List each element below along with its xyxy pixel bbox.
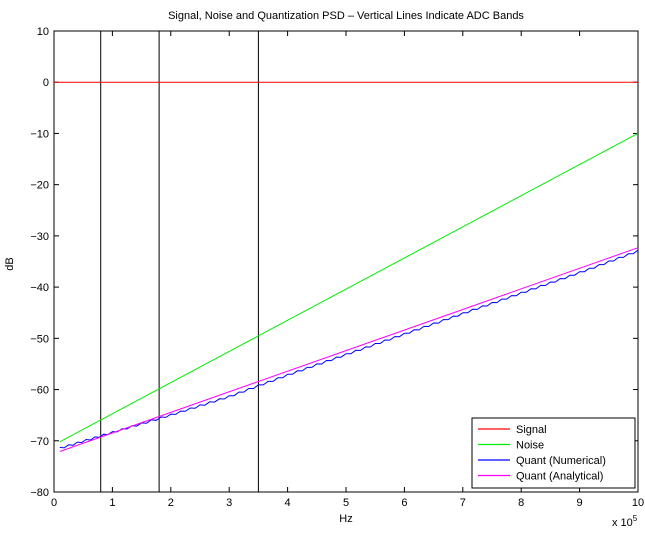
x-multiplier: x 105 bbox=[612, 514, 638, 529]
y-tick-label: 0 bbox=[43, 77, 49, 89]
series-line bbox=[59, 132, 638, 443]
x-tick-label: 0 bbox=[51, 497, 57, 509]
x-axis-label: Hz bbox=[339, 513, 352, 525]
y-tick-label: −60 bbox=[30, 385, 49, 397]
chart-title: Signal, Noise and Quantization PSD – Ver… bbox=[168, 10, 524, 22]
x-tick-label: 8 bbox=[518, 497, 524, 509]
y-tick-label: −10 bbox=[30, 128, 49, 140]
x-tick-label: 4 bbox=[285, 497, 291, 509]
legend-label: Signal bbox=[516, 424, 547, 436]
x-tick-label: 5 bbox=[343, 497, 349, 509]
x-tick-label: 7 bbox=[460, 497, 466, 509]
x-tick-label: 1 bbox=[109, 497, 115, 509]
y-tick-label: −20 bbox=[30, 180, 49, 192]
legend-label: Noise bbox=[516, 440, 544, 452]
x-tick-label: 10 bbox=[632, 497, 644, 509]
y-tick-label: −30 bbox=[30, 231, 49, 243]
x-tick-label: 2 bbox=[168, 497, 174, 509]
plot-area: 0 1 2 3 4 5 6 7 8 9 10 10 0 −10 −20 −30 −40 −50 −60 −70 −80 S… bbox=[30, 26, 644, 509]
x-tick-label: 6 bbox=[401, 497, 407, 509]
y-tick-label: 10 bbox=[37, 26, 49, 38]
x-multiplier-base: x 10 bbox=[612, 517, 633, 529]
x-multiplier-exponent: 5 bbox=[633, 514, 638, 523]
series-line bbox=[59, 249, 638, 449]
legend-label: Quant (Numerical) bbox=[516, 455, 606, 467]
legend-box bbox=[471, 417, 636, 489]
y-tick-label: −40 bbox=[30, 282, 49, 294]
legend: Signal Noise Quant (Numerical) Quant (Analy… bbox=[471, 417, 636, 489]
x-tick-label: 3 bbox=[226, 497, 232, 509]
series-line bbox=[59, 247, 638, 452]
y-tick-label: −80 bbox=[30, 487, 49, 499]
y-axis-label: dB bbox=[4, 257, 16, 270]
x-tick-label: 9 bbox=[577, 497, 583, 509]
y-tick-label: −50 bbox=[30, 333, 49, 345]
y-tick-label: −70 bbox=[30, 436, 49, 448]
legend-label: Quant (Analytical) bbox=[516, 471, 603, 483]
